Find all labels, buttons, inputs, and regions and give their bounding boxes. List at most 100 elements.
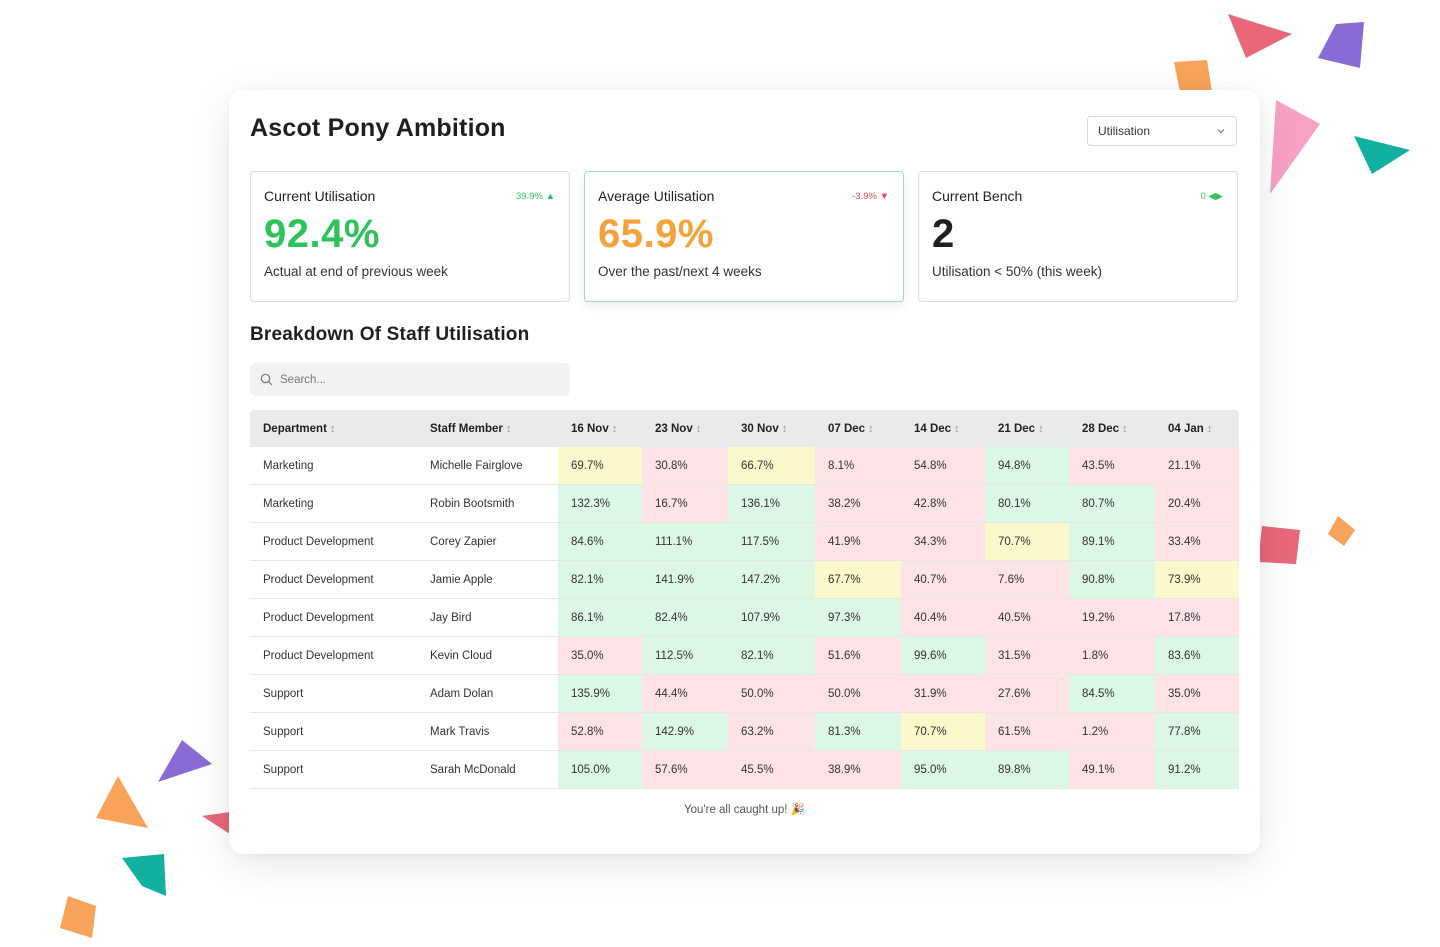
utilisation-cell: 27.6% <box>985 674 1069 713</box>
table-row[interactable]: Support Adam Dolan 135.9% 44.4% 50.0% 50.0% 31… <box>250 674 1239 713</box>
utilisation-cell: 70.7% <box>901 712 985 751</box>
column-header[interactable]: Department ↕ <box>250 410 417 447</box>
column-header[interactable]: 21 Dec ↕ <box>985 410 1069 447</box>
sort-icon[interactable]: ↕ <box>868 422 874 435</box>
table-row[interactable]: Product Development Corey Zapier 84.6% 111.… <box>250 522 1239 561</box>
utilisation-cell: 31.5% <box>985 636 1069 675</box>
column-header-label: Department <box>263 422 327 435</box>
sort-icon[interactable]: ↕ <box>1206 422 1213 435</box>
stat-subtitle: Utilisation < 50% (this week) <box>932 264 1102 279</box>
utilisation-cell: 35.0% <box>1155 674 1239 713</box>
utilisation-cell: 40.7% <box>901 560 985 599</box>
sort-icon[interactable]: ↕ <box>695 422 702 435</box>
table-row[interactable]: Support Sarah McDonald 105.0% 57.6% 45.5% 38.… <box>250 750 1239 789</box>
utilisation-cell: 89.8% <box>985 750 1069 789</box>
view-select-value: Utilisation <box>1098 124 1151 138</box>
stat-delta-badge: 39.9% ▲ <box>516 191 555 202</box>
column-header[interactable]: 30 Nov ↕ <box>728 410 815 447</box>
sort-icon[interactable]: ↕ <box>611 422 618 435</box>
table-row[interactable]: Product Development Kevin Cloud 35.0% 112.5… <box>250 636 1239 675</box>
table-body: Marketing Michelle Fairglove 69.7% 30.8% 66.… <box>250 447 1239 789</box>
utilisation-cell: 70.7% <box>985 522 1069 561</box>
column-header[interactable]: 04 Jan ↕ <box>1155 410 1239 447</box>
utilisation-cell: 45.5% <box>728 750 815 789</box>
table-row[interactable]: Marketing Robin Bootsmith 132.3% 16.7% 136.1… <box>250 484 1239 523</box>
sort-icon[interactable]: ↕ <box>954 422 960 435</box>
staff-member-cell: Jamie Apple <box>417 560 558 599</box>
utilisation-cell: 147.2% <box>728 560 815 599</box>
utilisation-cell: 69.7% <box>558 447 642 485</box>
table-row[interactable]: Product Development Jay Bird 86.1% 82.4% 107… <box>250 598 1239 637</box>
utilisation-cell: 142.9% <box>642 712 728 751</box>
column-header[interactable]: 16 Nov ↕ <box>558 410 642 447</box>
utilisation-cell: 80.1% <box>985 484 1069 523</box>
staff-member-cell: Sarah McDonald <box>417 750 558 789</box>
search-input[interactable] <box>278 372 562 387</box>
search-icon <box>260 373 273 386</box>
column-header[interactable]: 28 Dec ↕ <box>1069 410 1155 447</box>
staff-member-cell: Robin Bootsmith <box>417 484 558 523</box>
utilisation-cell: 84.5% <box>1069 674 1155 713</box>
utilisation-cell: 40.4% <box>901 598 985 637</box>
utilisation-cell: 30.8% <box>642 447 728 485</box>
utilisation-cell: 81.3% <box>815 712 901 751</box>
column-header[interactable]: 23 Nov ↕ <box>642 410 728 447</box>
search-box[interactable] <box>250 363 570 396</box>
column-header-label: 04 Jan <box>1168 422 1204 435</box>
chevron-down-icon <box>1217 129 1225 134</box>
sort-icon[interactable]: ↕ <box>329 422 336 435</box>
department-cell: Product Development <box>250 522 417 561</box>
utilisation-cell: 99.6% <box>901 636 985 675</box>
column-header-label: 28 Dec <box>1082 422 1120 435</box>
sort-icon[interactable]: ↕ <box>781 422 788 435</box>
column-header-label: 30 Nov <box>741 422 779 435</box>
utilisation-cell: 38.9% <box>815 750 901 789</box>
utilisation-cell: 40.5% <box>985 598 1069 637</box>
department-cell: Product Development <box>250 560 417 599</box>
sort-icon[interactable]: ↕ <box>1038 422 1044 435</box>
staff-member-cell: Corey Zapier <box>417 522 558 561</box>
utilisation-cell: 57.6% <box>642 750 728 789</box>
department-cell: Marketing <box>250 484 417 523</box>
sort-icon[interactable]: ↕ <box>505 422 512 435</box>
stat-card-current-utilisation[interactable]: Current Utilisation 39.9% ▲ 92.4% Actual… <box>250 171 570 302</box>
utilisation-cell: 41.9% <box>815 522 901 561</box>
column-header[interactable]: 07 Dec ↕ <box>815 410 901 447</box>
stat-value: 92.4% <box>264 212 380 256</box>
table-row[interactable]: Support Mark Travis 52.8% 142.9% 63.2% 81.3% 7… <box>250 712 1239 751</box>
utilisation-cell: 63.2% <box>728 712 815 751</box>
table-row[interactable]: Product Development Jamie Apple 82.1% 141.9… <box>250 560 1239 599</box>
utilisation-cell: 77.8% <box>1155 712 1239 751</box>
utilisation-cell: 61.5% <box>985 712 1069 751</box>
table-row[interactable]: Marketing Michelle Fairglove 69.7% 30.8% 66.… <box>250 447 1239 485</box>
column-header[interactable]: 14 Dec ↕ <box>901 410 985 447</box>
stat-title: Current Bench <box>932 188 1023 204</box>
utilisation-cell: 51.6% <box>815 636 901 675</box>
utilisation-cell: 44.4% <box>642 674 728 713</box>
utilisation-cell: 111.1% <box>642 522 728 561</box>
stat-value: 2 <box>932 212 955 256</box>
page-title: Ascot Pony Ambition <box>250 114 506 142</box>
column-header[interactable]: Staff Member ↕ <box>417 410 558 447</box>
utilisation-cell: 43.5% <box>1069 447 1155 485</box>
department-cell: Product Development <box>250 636 417 675</box>
utilisation-cell: 89.1% <box>1069 522 1155 561</box>
view-select[interactable]: Utilisation <box>1087 116 1237 146</box>
utilisation-cell: 97.3% <box>815 598 901 637</box>
utilisation-cell: 17.8% <box>1155 598 1239 637</box>
utilisation-cell: 38.2% <box>815 484 901 523</box>
utilisation-cell: 34.3% <box>901 522 985 561</box>
staff-member-cell: Michelle Fairglove <box>417 447 558 485</box>
utilisation-cell: 8.1% <box>815 447 901 485</box>
utilisation-cell: 80.7% <box>1069 484 1155 523</box>
utilisation-cell: 35.0% <box>558 636 642 675</box>
utilisation-cell: 90.8% <box>1069 560 1155 599</box>
column-header-label: 07 Dec <box>828 422 866 435</box>
stat-card-average-utilisation[interactable]: Average Utilisation -3.9% ▼ 65.9% Over t… <box>584 171 904 302</box>
utilisation-cell: 83.6% <box>1155 636 1239 675</box>
column-header-label: 23 Nov <box>655 422 693 435</box>
sort-icon[interactable]: ↕ <box>1122 422 1128 435</box>
stat-card-current-bench[interactable]: Current Bench 0 ◀▶ 2 Utilisation < 50% (… <box>918 171 1238 302</box>
utilisation-cell: 31.9% <box>901 674 985 713</box>
stat-delta-badge: 0 ◀▶ <box>1200 191 1223 202</box>
